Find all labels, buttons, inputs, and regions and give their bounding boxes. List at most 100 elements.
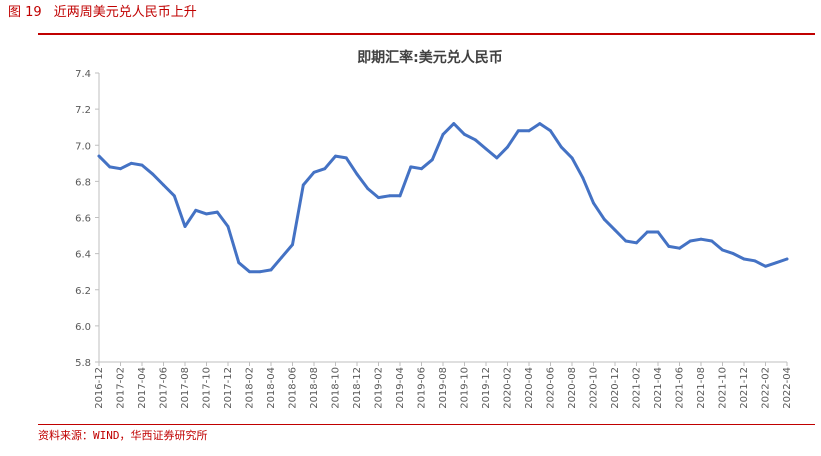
x-tick-label: 2018-04 [266, 367, 277, 409]
top-divider [38, 33, 815, 35]
x-tick-label: 2021-12 [739, 367, 750, 409]
x-tick-label: 2017-04 [137, 367, 148, 409]
data-point [237, 261, 241, 265]
data-point [473, 138, 477, 142]
y-tick-label: 6.2 [75, 286, 91, 297]
y-tick-label: 5.8 [75, 358, 91, 369]
data-point [549, 129, 552, 133]
x-tick-label: 2016-12 [94, 367, 105, 409]
data-point [366, 187, 370, 191]
x-tick-label: 2019-08 [438, 367, 449, 409]
data-point [559, 145, 563, 149]
x-axis: 2016-12 2017-02 2017-04 2017-06 2017-08 2017-… [94, 361, 793, 409]
data-point [452, 122, 456, 125]
x-tick-label: 2021-04 [653, 367, 664, 409]
data-point [355, 172, 359, 176]
figure-title: 近两周美元兑人民币上升 [53, 5, 197, 20]
x-tick-label: 2021-06 [675, 367, 686, 409]
data-point [678, 246, 681, 250]
data-point [624, 239, 628, 243]
data-point [484, 147, 488, 151]
data-point [731, 252, 735, 256]
data-point [645, 230, 649, 234]
data-point [97, 154, 101, 158]
data-point [194, 208, 198, 212]
data-point [592, 201, 595, 205]
data-point [441, 133, 445, 136]
x-tick-label: 2018-02 [245, 367, 256, 409]
data-point [108, 165, 112, 169]
data-point [699, 237, 703, 241]
x-tick-label: 2019-10 [460, 367, 471, 409]
data-point [688, 239, 692, 243]
data-point [409, 165, 413, 169]
x-tick-label: 2020-06 [546, 367, 557, 409]
figure-caption: 图 19 近两周美元兑人民币上升 [8, 1, 197, 20]
data-point [516, 129, 520, 133]
data-point [602, 217, 606, 221]
data-point [581, 176, 585, 180]
data-point [710, 239, 714, 243]
x-tick-label: 2019-02 [374, 367, 385, 409]
series-layer [97, 122, 789, 274]
data-point [387, 194, 391, 198]
data-point [463, 133, 466, 136]
data-point [420, 167, 423, 171]
y-tick-label: 7.2 [75, 105, 91, 116]
data-point [538, 122, 542, 125]
data-point [774, 261, 778, 265]
chart-title: 即期汇率:美元兑人民币 [357, 49, 503, 66]
data-point [527, 129, 531, 133]
data-point [205, 212, 208, 216]
data-point [183, 225, 187, 228]
x-tick-label: 2020-02 [503, 367, 514, 409]
data-point [248, 270, 251, 274]
data-point [785, 257, 789, 261]
x-tick-label: 2022-04 [782, 367, 793, 409]
data-point [269, 268, 273, 272]
data-point [570, 156, 574, 160]
x-tick-label: 2019-06 [417, 367, 428, 409]
bottom-divider [38, 424, 815, 425]
data-point [506, 145, 509, 149]
data-point [613, 228, 617, 232]
x-tick-label: 2019-04 [395, 367, 406, 409]
data-point [344, 156, 348, 160]
data-point [140, 163, 144, 167]
data-point [258, 270, 262, 274]
data-point [430, 158, 434, 162]
y-axis: 5.8 6.0 6.2 6.4 6.6 6.8 7.0 7.2 7.4 [75, 69, 100, 369]
x-tick-label: 2017-10 [202, 367, 213, 409]
data-point [721, 248, 724, 252]
x-tick-label: 2018-10 [331, 367, 342, 409]
data-point [753, 259, 757, 263]
x-tick-label: 2021-02 [632, 367, 643, 409]
x-tick-label: 2019-12 [481, 367, 492, 409]
y-tick-label: 6.6 [75, 214, 91, 225]
x-tick-label: 2020-04 [524, 367, 535, 409]
x-tick-label: 2021-10 [718, 367, 729, 409]
data-point [301, 183, 305, 187]
y-tick-label: 6.0 [75, 322, 91, 333]
figure-number: 图 19 [8, 5, 42, 20]
x-tick-label: 2018-12 [352, 367, 363, 409]
data-point [215, 210, 219, 214]
data-point [334, 154, 337, 158]
data-point [162, 183, 165, 187]
x-tick-label: 2020-08 [567, 367, 578, 409]
x-tick-label: 2020-10 [589, 367, 600, 409]
x-tick-label: 2020-12 [610, 367, 621, 409]
data-point [656, 230, 660, 234]
x-tick-label: 2022-02 [761, 367, 772, 409]
data-point [667, 245, 671, 248]
x-tick-label: 2017-12 [223, 367, 234, 409]
x-tick-label: 2021-08 [696, 367, 707, 409]
x-tick-label: 2017-08 [180, 367, 191, 409]
data-point [151, 172, 155, 176]
y-tick-label: 6.8 [75, 177, 91, 188]
data-point [742, 257, 746, 261]
data-point [129, 161, 133, 165]
data-point [280, 255, 284, 259]
x-tick-label: 2018-08 [309, 367, 320, 409]
